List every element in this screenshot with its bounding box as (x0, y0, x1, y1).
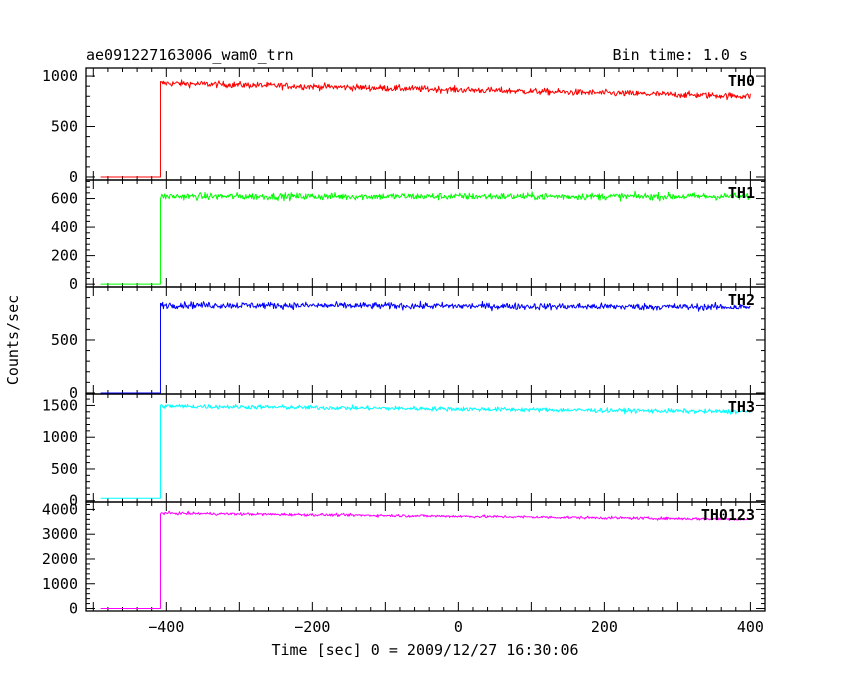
y-tick-label: 3000 (42, 525, 78, 543)
y-tick-label: 2000 (42, 550, 78, 568)
x-tick-label: 400 (737, 618, 764, 636)
x-tick-label: −200 (294, 618, 330, 636)
series-label: TH0 (728, 72, 755, 90)
chart-title: ae091227163006_wam0_trn (86, 46, 294, 64)
panels-group: 0 500 1000 TH0 0 200 400 600 TH1 0 500 TH2 0 500 1000 1… (42, 67, 766, 636)
series-line-th0123 (100, 510, 751, 610)
y-tick-label: 0 (69, 168, 78, 186)
series-line-th0 (100, 79, 751, 178)
y-axis-label: Counts/sec (4, 295, 22, 385)
series-line-th3 (100, 403, 751, 499)
y-tick-label: 1000 (42, 428, 78, 446)
y-tick-label: 400 (51, 218, 78, 236)
series-label: TH0123 (701, 506, 755, 524)
series-line-th2 (100, 300, 751, 394)
x-tick-label: 200 (591, 618, 618, 636)
y-tick-label: 500 (51, 460, 78, 478)
x-tick-label: −400 (148, 618, 184, 636)
y-tick-label: 200 (51, 247, 78, 265)
panel-frame-th0123 (85, 501, 766, 612)
y-tick-label: 1000 (42, 67, 78, 85)
y-tick-label: 500 (51, 118, 78, 136)
y-tick-label: 0 (69, 600, 78, 618)
series-label: TH1 (728, 184, 755, 202)
y-tick-label: 500 (51, 331, 78, 349)
y-tick-label: 600 (51, 190, 78, 208)
y-tick-label: 0 (69, 492, 78, 510)
y-tick-label: 0 (69, 384, 78, 402)
y-tick-label: 4000 (42, 500, 78, 518)
panel-frame-th0 (85, 67, 766, 181)
y-tick-label: 1000 (42, 575, 78, 593)
series-label: TH3 (728, 398, 755, 416)
bin-time-label: Bin time: 1.0 s (613, 46, 748, 64)
series-line-th1 (100, 190, 751, 285)
x-axis-label: Time [sec] 0 = 2009/12/27 16:30:06 (271, 641, 578, 659)
y-tick-label: 1500 (42, 396, 78, 414)
y-tick-label: 0 (69, 275, 78, 293)
series-label: TH2 (728, 291, 755, 309)
x-tick-label: 0 (454, 618, 463, 636)
panel-frame-th1 (85, 179, 766, 288)
